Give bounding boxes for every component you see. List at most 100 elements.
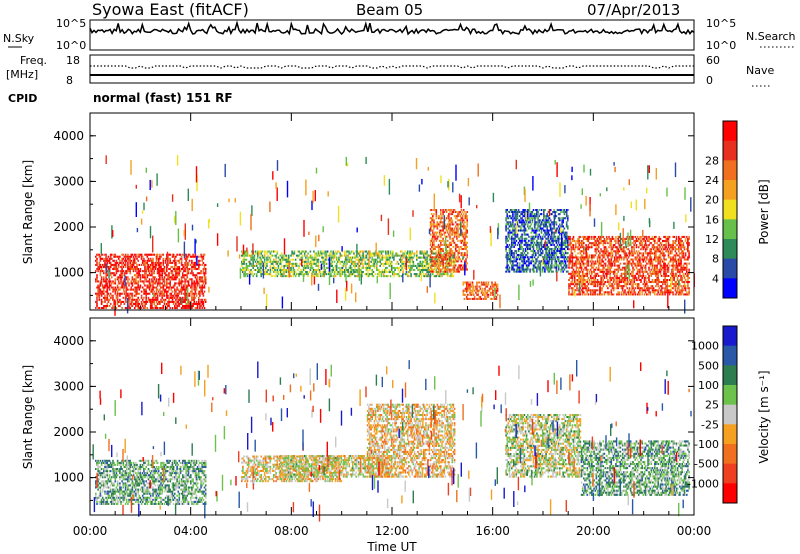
echo-cell-4 (557, 245, 560, 248)
echo-cell-1 (389, 256, 392, 259)
echo-cell-4 (556, 227, 559, 230)
echo-cell-1 (273, 258, 275, 261)
echo-cell-0 (120, 300, 122, 303)
echo-cell-5 (577, 237, 579, 240)
echo-cell-0 (162, 261, 165, 264)
echo-cell-0 (202, 253, 205, 256)
echo-cell-4 (536, 241, 538, 244)
echo-cell-0 (175, 261, 177, 264)
echo-cell-0 (178, 253, 181, 256)
echo-cell-0 (103, 266, 105, 269)
echo-cell-5 (588, 242, 591, 245)
echo-cell-1 (290, 254, 292, 257)
echo-cell-1 (257, 271, 259, 274)
echo-cell-1 (300, 256, 303, 259)
echo-cell-1 (293, 269, 296, 272)
echo-cell-3 (484, 295, 486, 298)
echo-cell-2 (442, 225, 444, 228)
echo-cell-4 (524, 223, 527, 226)
echo-cell-0 (199, 302, 201, 305)
echo-cell-5 (588, 289, 591, 292)
echo-cell-2 (435, 215, 438, 218)
echo-cell-0 (166, 284, 168, 287)
echo-cell-4 (555, 264, 558, 267)
echo-cell-5 (587, 293, 590, 296)
echo-cell-4 (540, 227, 543, 230)
echo-cell-3 (488, 289, 491, 292)
echo-cell-0 (111, 307, 113, 310)
echo-cell-4 (559, 252, 561, 255)
echo-cell-1 (384, 256, 386, 259)
echo-cell-4 (535, 252, 537, 255)
echo-cell-1 (427, 271, 430, 274)
echo-cell-0 (131, 298, 134, 301)
echo-cell-4 (567, 243, 569, 246)
echo-cell-1 (271, 266, 274, 269)
echo-cell-0 (104, 284, 106, 287)
echo-cell-0 (114, 255, 117, 258)
echo-cell-5 (596, 260, 599, 263)
echo-cell-1 (453, 258, 456, 261)
echo-cell-0 (121, 276, 123, 279)
echo-cell-0 (182, 274, 184, 277)
echo-cell-5 (577, 289, 579, 292)
echo-cell-5 (592, 291, 594, 294)
echo-cell-0 (101, 257, 104, 260)
echo-cell-1 (282, 275, 284, 278)
echo-cell-0 (155, 255, 158, 258)
echo-cell-2 (442, 229, 444, 232)
echo-cell-0 (200, 305, 202, 308)
echo-cell-3 (495, 287, 498, 290)
echo-cell-1 (352, 256, 354, 259)
echo-cell-0 (97, 266, 99, 269)
echo-cell-4 (515, 211, 518, 214)
echo-cell-1 (284, 258, 287, 261)
echo-cell-1 (349, 256, 352, 259)
echo-cell-0 (184, 296, 186, 299)
echo-cell-1 (330, 258, 332, 261)
echo-cell-0 (145, 302, 147, 305)
echo-cell-4 (544, 260, 546, 263)
echo-cell-0 (148, 274, 151, 277)
echo-cell-0 (156, 284, 159, 287)
echo-cell-2 (449, 256, 451, 259)
echo-cell-4 (546, 268, 548, 271)
echo-cell-0 (100, 280, 103, 283)
echo-cell-0 (137, 296, 139, 299)
echo-cell-1 (382, 262, 385, 265)
echo-cell-4 (554, 221, 556, 224)
echo-cell-1 (409, 266, 411, 269)
echo-cell-1 (354, 266, 356, 269)
echo-cell-1 (409, 262, 411, 265)
echo-cell-4 (545, 262, 547, 265)
echo-cell-5 (594, 260, 597, 263)
echo-cell-4 (546, 215, 548, 218)
echo-cell-1 (334, 266, 337, 269)
echo-cell-1 (330, 273, 332, 276)
echo-cell-4 (547, 270, 550, 273)
echo-cell-1 (259, 258, 261, 261)
echo-cell-0 (191, 284, 193, 287)
echo-cell-1 (420, 262, 423, 265)
echo-cell-2 (437, 256, 440, 259)
echo-cell-2 (448, 215, 450, 218)
echo-cell-1 (446, 252, 449, 255)
echo-cell-4 (561, 231, 563, 234)
echo-cell-2 (466, 235, 468, 238)
echo-cell-1 (348, 266, 351, 269)
echo-cell-4 (527, 217, 529, 220)
echo-cell-4 (527, 258, 529, 261)
echo-cell-2 (457, 258, 459, 261)
echo-cell-4 (539, 254, 542, 257)
echo-cell-0 (121, 282, 123, 285)
echo-cell-1 (406, 258, 409, 261)
echo-cell-5 (596, 240, 599, 243)
echo-cell-0 (98, 296, 101, 299)
echo-cell-1 (332, 266, 335, 269)
echo-cell-0 (114, 253, 117, 256)
echo-cell-1 (251, 252, 253, 255)
echo-cell-0 (153, 270, 155, 273)
echo-cell-2 (466, 219, 468, 222)
echo-cell-4 (511, 235, 513, 238)
echo-cell-5 (604, 242, 607, 245)
